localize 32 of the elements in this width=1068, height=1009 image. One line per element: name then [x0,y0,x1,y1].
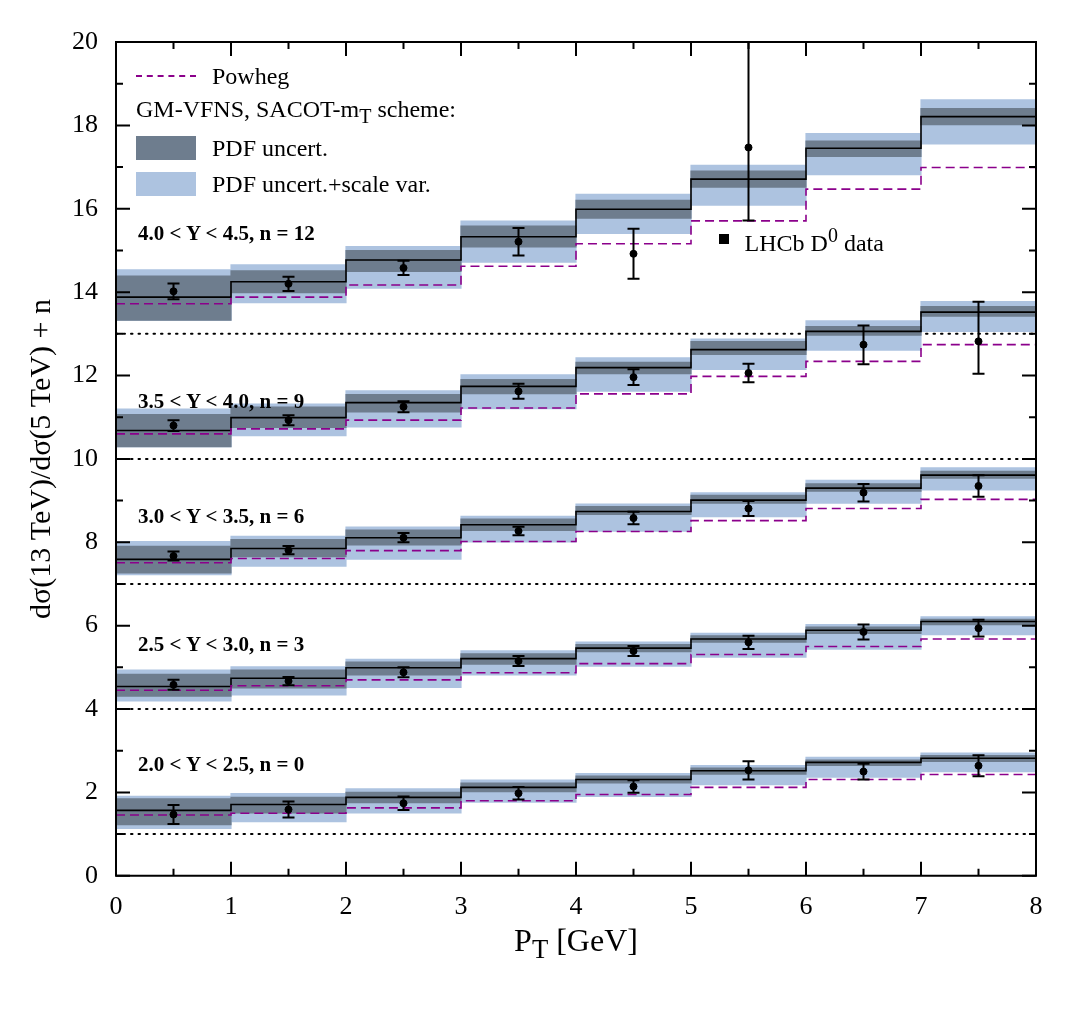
y-tick-label: 20 [72,25,98,55]
annotation: 3.0 < Y < 3.5, n = 6 [138,503,305,529]
y-tick-label: 8 [85,526,98,556]
x-tick-label: 5 [684,891,698,921]
y-tick-label: 14 [72,275,98,305]
legend-label: PDF uncert. [212,134,328,163]
y-tick-label: 12 [72,359,98,389]
x-tick-label: 7 [914,891,928,921]
legend-label: PDF uncert.+scale var. [212,170,431,199]
y-axis-title: dσ(13 TeV)/dσ(5 TeV) + n [23,298,57,619]
x-tick-label: 8 [1029,891,1043,921]
legend-label: Powheg [212,62,290,91]
annotation: 4.0 < Y < 4.5, n = 12 [138,220,315,246]
annotation: 2.0 < Y < 2.5, n = 0 [138,751,305,777]
annotation: 2.5 < Y < 3.0, n = 3 [138,631,305,657]
x-tick-label: 3 [454,891,468,921]
y-tick-label: 16 [72,192,98,222]
y-tick-label: 10 [72,442,98,472]
y-tick-label: 0 [85,859,98,889]
y-tick-label: 2 [85,776,98,806]
legend-label: LHCb D$^{0}$ data [744,223,884,259]
y-tick-label: 18 [72,109,98,139]
y-tick-label: 6 [85,609,98,639]
x-tick-label: 2 [339,891,353,921]
legend-title: GM-VFNS, SACOT-m$_{T}$ scheme: [136,94,457,129]
x-tick-label: 0 [109,891,123,921]
y-tick-label: 4 [85,692,98,722]
x-tick-label: 1 [224,891,238,921]
x-tick-label: 4 [569,891,583,921]
annotation: 3.5 < Y < 4.0, n = 9 [138,388,305,414]
x-axis-title: P$_{T}$ [GeV] [514,921,638,966]
x-tick-label: 6 [799,891,813,921]
